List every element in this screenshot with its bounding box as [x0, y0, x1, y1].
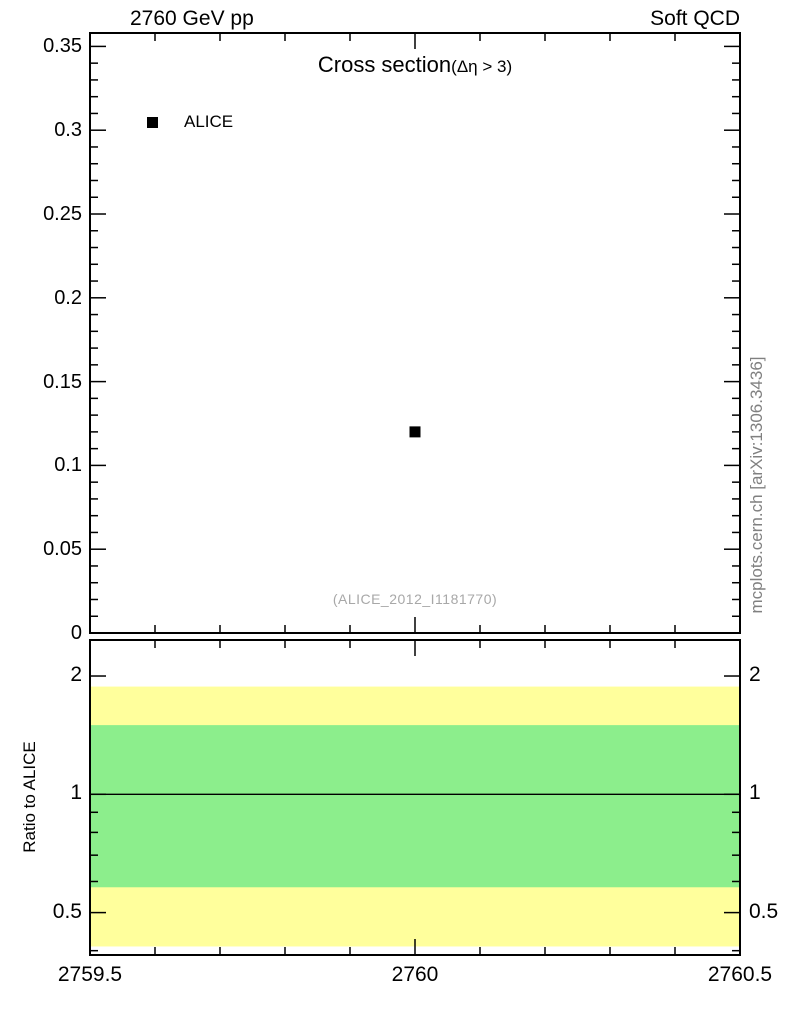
alice-square-marker-icon [147, 117, 158, 128]
main-ytick-label: 0.1 [54, 454, 82, 477]
ratio-ytick-label-left: 1 [70, 781, 82, 805]
ratio-ytick-label-left: 2 [70, 663, 82, 687]
inner-uncertainty-band [90, 725, 740, 888]
ratio-ytick-label-right: 1 [749, 781, 761, 805]
main-ytick-label: 0.05 [43, 538, 82, 561]
xtick-label: 2759.5 [57, 963, 123, 986]
legend-label: ALICE [184, 112, 234, 131]
main-ytick-label: 0.35 [43, 35, 82, 58]
ratio-ytick-label-right: 0.5 [749, 899, 779, 923]
ratio-ytick-label-right: 2 [749, 663, 761, 687]
plot-title-main: Cross section [317, 52, 452, 77]
main-ytick-label: 0.15 [43, 370, 82, 393]
process-group-label: Soft QCD [650, 7, 740, 30]
data-point-ALICE [409, 426, 421, 438]
xtick-label: 2760.5 [707, 963, 773, 986]
plot-title: Cross section(Δη > 3) [90, 52, 740, 80]
ratio-axis-label: Ratio to ALICE [20, 741, 39, 853]
beam-energy-label: 2760 GeV pp [130, 7, 254, 30]
plot-title-cut: (Δη > 3) [451, 57, 513, 76]
xtick-label: 2760 [391, 963, 439, 986]
ratio-uncertainty-bands [90, 686, 740, 947]
main-ytick-label: 0.2 [54, 286, 82, 309]
main-ytick-label: 0.3 [54, 119, 82, 142]
main-ytick-label: 0 [70, 622, 82, 644]
data-markers [409, 426, 421, 438]
main-ytick-label: 0.25 [43, 203, 82, 225]
analysis-reference: (ALICE_2012_I1181770) [332, 591, 498, 607]
ratio-ytick-label-left: 0.5 [52, 899, 82, 923]
watermark-arxiv-label: mcplots.cern.ch [arXiv:1306.3436] [747, 356, 766, 614]
main-frame [89, 32, 741, 634]
ratio-frame [89, 639, 741, 956]
